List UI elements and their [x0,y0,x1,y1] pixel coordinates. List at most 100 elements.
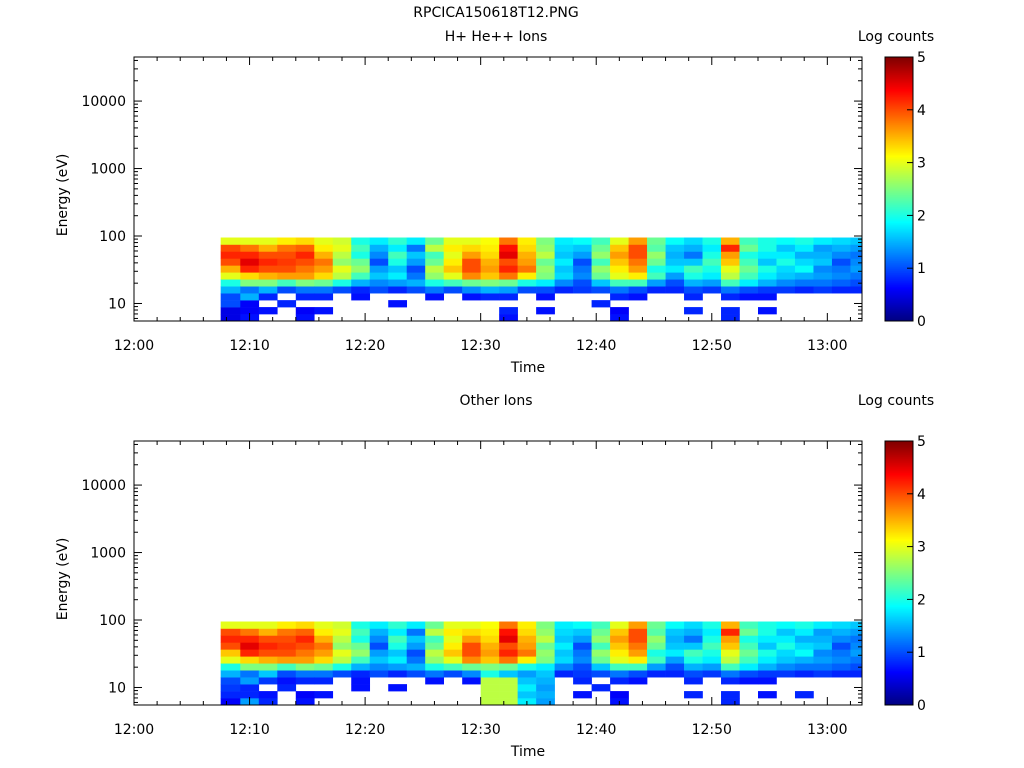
colorbar-swatch [885,443,913,446]
colorbar-swatch [885,513,913,516]
heatmap-cell [388,286,408,294]
heatmap-cell [850,663,863,671]
heatmap-cell [295,656,315,664]
heatmap-cell [517,251,537,259]
colorbar-swatch [885,453,913,456]
heatmap-cell [295,628,315,636]
heatmap-cell [739,293,759,301]
colorbar-swatch [885,489,913,492]
heatmap-cell [850,670,863,678]
heatmap-cell [314,649,334,657]
heatmap-cell [406,621,426,629]
heatmap-cell [332,670,352,678]
heatmap-cell [388,649,408,657]
heatmap-cell [517,621,537,629]
colorbar-swatch [885,143,913,146]
heatmap-cell [573,258,592,266]
heatmap-cell [536,279,555,287]
heatmap-cell [240,286,260,294]
x-tick-label: 13:00 [807,722,847,738]
heatmap-cell [536,251,555,259]
heatmap-cell [758,628,777,636]
heatmap-cell [499,677,518,685]
heatmap-cell [499,286,518,294]
y-tick-label: 10000 [81,94,126,110]
colorbar-swatch [885,281,913,284]
heatmap-cell [831,621,851,629]
colorbar-swatch [885,179,913,182]
colorbar-tick-label: 2 [917,592,926,608]
colorbar-swatch [885,661,913,664]
heatmap-cell [462,279,481,287]
heatmap-cell [240,656,260,664]
colorbar-swatch [885,597,913,600]
heatmap-cell [443,244,463,252]
colorbar-swatch [885,601,913,604]
heatmap-cell [610,677,629,685]
colorbar-swatch [885,149,913,152]
heatmap-cell [628,670,648,678]
heatmap-cell [499,258,518,266]
heatmap-cell [794,691,814,699]
heatmap-cell [610,244,629,252]
colorbar-swatch [885,79,913,82]
colorbar-swatch [885,701,913,704]
heatmap-cell [351,677,371,685]
colorbar-swatch [885,633,913,636]
heatmap-cell [332,635,352,643]
colorbar-swatch [885,645,913,648]
heatmap-cell [220,272,241,280]
colorbar-swatch [885,487,913,490]
colorbar-swatch [885,113,913,116]
heatmap-cell [480,272,500,280]
heatmap-cell [240,670,260,678]
heatmap-cell [499,279,518,287]
heatmap-cell [794,628,814,636]
heatmap-cell [462,237,481,245]
heatmap-cell [388,684,408,692]
colorbar-swatch [885,477,913,480]
heatmap-cell [628,237,648,245]
x-tick-label: 12:40 [576,722,616,738]
heatmap-cell [794,656,814,664]
heatmap-cell [388,621,408,629]
colorbar-swatch [885,441,913,444]
heatmap-cell [480,649,500,657]
heatmap-cell [406,642,426,650]
colorbar-swatch [885,285,913,288]
colorbar-swatch [885,87,913,90]
heatmap-cell [684,677,703,685]
colorbar-swatch [885,479,913,482]
heatmap-cell [314,628,334,636]
heatmap-cell [332,279,352,287]
heatmap-cell [277,244,297,252]
heatmap-cell [573,670,592,678]
heatmap-cell [665,656,685,664]
colorbar-swatch [885,291,913,294]
heatmap-cell [813,265,833,273]
heatmap-cell [443,663,463,671]
y-tick-label: 10000 [81,478,126,494]
heatmap-cell [388,642,408,650]
colorbar-swatch [885,125,913,128]
heatmap-cell [295,698,315,706]
heatmap-cell [758,258,777,266]
heatmap-cell [758,244,777,252]
heatmap-cell [628,244,648,252]
colorbar-swatch [885,583,913,586]
heatmap-cell [794,649,814,657]
colorbar-swatch [885,75,913,78]
heatmap-cell [684,279,703,287]
heatmap-cell [499,691,518,699]
heatmap-cell [536,286,555,294]
heatmap-cell [295,258,315,266]
heatmap-cell [850,272,863,280]
colorbar-swatch [885,525,913,528]
heatmap-cell [295,244,315,252]
heatmap-cell [369,621,389,629]
colorbar-swatch [885,159,913,162]
colorbar-swatch [885,203,913,206]
heatmap-cell [425,272,444,280]
colorbar-swatch [885,237,913,240]
heatmap-cell [721,251,740,259]
